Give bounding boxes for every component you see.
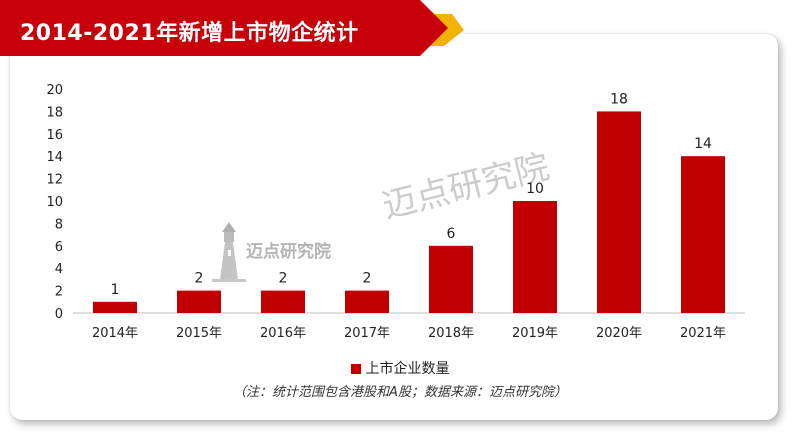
watermark: 迈点研究院 迈点研究院	[212, 147, 553, 282]
x-tick-label: 2021年	[680, 326, 726, 341]
y-tick-label: 12	[46, 173, 63, 188]
y-tick-label: 8	[55, 217, 63, 232]
y-tick-label: 18	[46, 105, 63, 120]
source-note: （注：统计范围包含港股和A股；数据来源：迈点研究院）	[233, 385, 567, 400]
bar	[261, 290, 305, 313]
bar	[429, 245, 473, 313]
data-labels: 1 2 2 2 6 10 18 14	[111, 91, 712, 297]
y-tick-label: 4	[55, 262, 63, 277]
legend: 上市企业数量	[0, 358, 800, 378]
x-tick-label: 2016年	[260, 326, 306, 341]
y-tick-label: 10	[46, 195, 63, 210]
data-label: 2	[363, 271, 372, 287]
x-tick-label: 2019年	[512, 326, 558, 341]
x-tick-label: 2015年	[176, 326, 222, 341]
y-axis: 0 2 4 6 8 10 12 14 16 18 20	[46, 83, 63, 322]
y-tick-label: 0	[55, 307, 63, 322]
y-tick-label: 20	[46, 83, 63, 98]
bar	[597, 111, 641, 314]
legend-label: 上市企业数量	[365, 361, 450, 377]
data-label: 1	[111, 282, 120, 298]
title-banner-shape	[0, 0, 464, 56]
y-tick-label: 14	[46, 150, 63, 165]
data-label: 2	[279, 271, 288, 287]
bar	[513, 201, 557, 313]
lighthouse-icon	[212, 222, 246, 282]
x-tick-label: 2018年	[428, 326, 474, 341]
bars	[93, 111, 725, 314]
y-tick-label: 2	[55, 285, 63, 300]
data-label: 18	[610, 91, 628, 107]
bar	[93, 301, 137, 313]
y-tick-label: 6	[55, 240, 63, 255]
data-label: 14	[694, 136, 712, 152]
x-tick-label: 2020年	[596, 326, 642, 341]
x-tick-label: 2014年	[92, 326, 138, 341]
chart-title: 2014-2021年新增上市物企统计	[20, 21, 359, 46]
title-banner: 2014-2021年新增上市物企统计	[0, 0, 800, 56]
watermark-small-text: 迈点研究院	[246, 241, 331, 262]
y-tick-label: 16	[46, 128, 63, 143]
bar	[681, 156, 725, 313]
x-axis: 2014年 2015年 2016年 2017年 2018年 2019年 2020年 2021年	[92, 326, 726, 341]
bar	[177, 290, 221, 313]
data-label: 10	[526, 181, 544, 197]
bar	[345, 290, 389, 313]
legend-swatch	[350, 364, 361, 374]
data-label: 2	[195, 271, 204, 287]
data-label: 6	[447, 226, 456, 242]
x-tick-label: 2017年	[344, 326, 390, 341]
chart-card	[10, 34, 778, 420]
